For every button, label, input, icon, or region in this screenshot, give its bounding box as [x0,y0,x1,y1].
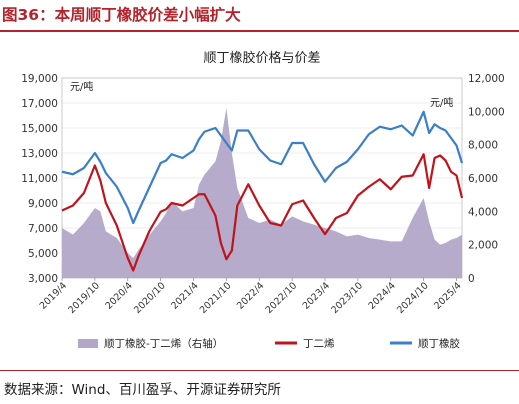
left-axis-tick-label: 13,000 [21,148,58,160]
right-axis-tick-label: 10,000 [468,106,505,118]
x-axis-tick-label: 2022/4 [235,280,266,311]
right-axis-tick-label: 6,000 [468,173,498,185]
right-axis-unit: 元/吨 [430,96,453,109]
series-area-spread [62,108,462,278]
right-axis-tick-label: 0 [468,273,475,285]
x-axis-tick-label: 2021/4 [169,280,200,311]
right-axis-tick-label: 12,000 [468,73,505,85]
left-axis-tick-label: 3,000 [28,273,58,285]
left-axis-unit: 元/吨 [70,80,93,93]
chart-container: 顺丁橡胶价格与价差 3,000 5,000 7,000 9,000 11,000 13,00… [0,36,519,366]
data-source-note: 数据来源：Wind、百川盈孚、开源证券研究所 [4,382,281,398]
x-axis-tick-label: 2020/4 [103,280,134,311]
x-axis-tick-label: 2023/10 [329,280,365,316]
left-axis-tick-label: 5,000 [28,248,58,260]
left-axis-tick-label: 7,000 [28,223,58,235]
header-divider [0,30,519,32]
x-axis-tick-label: 2019/4 [38,280,69,311]
x-axis-tick-label: 2020/10 [132,280,168,316]
right-axis-tick-label: 4,000 [468,206,498,218]
x-axis-tick-label: 2025/4 [432,280,463,311]
figure-header: 图36：本周顺丁橡胶价差小幅扩大 [0,0,519,30]
x-axis-tick-label: 2019/10 [66,280,102,316]
right-axis-tick-label: 2,000 [468,240,498,252]
chart-svg: 顺丁橡胶价格与价差 3,000 5,000 7,000 9,000 11,000 13,00… [21,50,505,350]
left-axis-tick-label: 11,000 [21,173,58,185]
legend-label-spread: 顺丁橡胶-丁二烯（右轴） [104,337,223,350]
chart-title: 顺丁橡胶价格与价差 [203,50,320,66]
footer-divider [0,370,519,371]
left-axis-tick-label: 17,000 [21,98,58,110]
x-axis-tick-label: 2024/10 [395,280,431,316]
series-line-br-rubber [61,110,464,225]
x-axis-tick-label: 2024/4 [366,280,397,311]
figure-title: 图36：本周顺丁橡胶价差小幅扩大 [2,6,241,24]
x-axis-tick-label: 2022/10 [264,280,300,316]
legend-label-butadiene: 丁二烯 [303,337,335,350]
series-line-butadiene [61,153,464,272]
left-axis-tick-label: 9,000 [28,198,58,210]
legend-label-br-rubber: 顺丁橡胶 [418,337,460,350]
x-axis-tick-label: 2023/4 [301,280,332,311]
left-axis-tick-label: 19,000 [21,73,58,85]
x-axis-tick-label: 2021/10 [198,280,234,316]
left-axis-tick-label: 15,000 [21,123,58,135]
legend-swatch-spread [78,339,98,348]
right-axis-tick-label: 8,000 [468,140,498,152]
